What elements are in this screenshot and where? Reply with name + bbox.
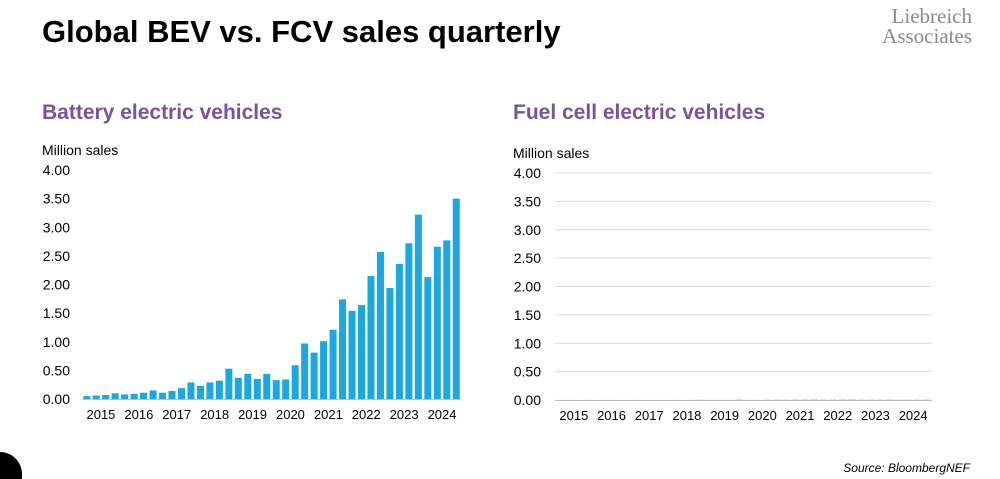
fcv-panel-title: Fuel cell electric vehicles [513, 101, 766, 124]
chart-0-bar-2020-q3 [291, 365, 299, 399]
chart-0-x-tick-label: 2015 [86, 407, 115, 422]
chart-1-x-tick-label: 2022 [823, 408, 852, 423]
chart-0-bar-2021-q2 [320, 341, 328, 399]
chart-1-x-tick-label: 2024 [899, 408, 928, 423]
chart-0-bar-2024-q2 [433, 246, 441, 399]
chart-0-bar-2023-q2 [395, 263, 403, 399]
chart-0-bar-2019-q1 [234, 377, 242, 399]
chart-1-y-tick-label: 0.00 [514, 392, 541, 408]
chart-0-x-tick-label: 2016 [124, 407, 153, 422]
chart-0-y-tick-label: 3.00 [43, 219, 70, 235]
chart-0-bar-2018-q4 [225, 368, 233, 399]
chart-1-y-tick-label: 3.50 [514, 193, 541, 209]
corner-decoration [0, 452, 22, 479]
chart-0-bar-2023-q4 [414, 214, 422, 399]
source-note: Source: BloombergNEF [843, 461, 970, 475]
chart-1-x-tick-label: 2016 [597, 408, 626, 423]
chart-0-bar-2018-q1 [196, 385, 204, 399]
chart-0-bar-2018-q2 [206, 382, 214, 399]
chart-1-y-tick-label: 3.00 [514, 222, 541, 238]
chart-0-bar-2017-q3 [177, 388, 185, 399]
chart-0-x-tick-label: 2023 [390, 407, 419, 422]
chart-1-y-tick-label: 4.00 [514, 165, 541, 181]
chart-0-bar-2020-q4 [301, 343, 309, 399]
chart-0-bar-2020-q1 [272, 380, 280, 399]
chart-0-bar-2016-q3 [140, 392, 148, 399]
chart-0-x-tick-label: 2022 [352, 407, 381, 422]
chart-0-x-tick-label: 2018 [200, 407, 229, 422]
chart-1-y-tick-label: 2.00 [514, 279, 541, 295]
chart-1-x-tick-label: 2017 [635, 408, 664, 423]
chart-0-bar-2017-q2 [168, 390, 176, 399]
fcv-y-unit-label: Million sales [513, 145, 590, 161]
chart-0-x-tick-label: 2024 [428, 407, 457, 422]
chart-0-bar-2021-q1 [310, 352, 318, 399]
chart-1-x-tick-label: 2018 [672, 408, 701, 423]
chart-0-y-tick-label: 1.50 [43, 305, 70, 321]
chart-0-y-tick-label: 0.00 [43, 391, 70, 407]
chart-0-x-tick-label: 2019 [238, 407, 267, 422]
logo-line-2: Associates [882, 24, 972, 48]
chart-0-bar-2019-q4 [263, 373, 271, 399]
chart-0-x-tick-label: 2017 [162, 407, 191, 422]
chart-0-bar-2022-q1 [348, 310, 356, 399]
chart-0-x-tick-label: 2020 [276, 407, 305, 422]
chart-0-y-tick-label: 3.50 [43, 191, 70, 207]
chart-0-bar-2022-q4 [376, 251, 384, 399]
chart-0-bar-2015-q2 [92, 395, 100, 399]
chart-0-x-tick-label: 2021 [314, 407, 343, 422]
bev-panel-title: Battery electric vehicles [42, 101, 283, 124]
chart-0-y-tick-label: 2.50 [43, 248, 70, 264]
chart-0-bar-2017-q1 [159, 392, 167, 399]
chart-0-bar-2016-q1 [121, 394, 129, 399]
chart-1-x-tick-label: 2023 [861, 408, 890, 423]
chart-0-bar-2024-q4 [452, 198, 460, 399]
chart-0-bar-2016-q2 [130, 393, 138, 399]
chart-0-bar-2019-q2 [244, 373, 252, 399]
chart-0-bar-2022-q3 [367, 275, 375, 399]
chart-1-x-tick-label: 2015 [559, 408, 588, 423]
chart-0-bar-2024-q3 [443, 240, 451, 399]
chart-0-bar-2015-q1 [83, 396, 91, 399]
chart-0-bar-2021-q4 [339, 299, 347, 399]
chart-0-y-tick-label: 1.00 [43, 334, 70, 350]
bev-y-unit-label: Million sales [42, 142, 119, 158]
chart-1-y-tick-label: 1.00 [514, 335, 541, 351]
chart-0-bar-2018-q3 [215, 380, 223, 399]
chart-0-bar-2021-q3 [329, 329, 337, 399]
chart-1-y-tick-label: 1.50 [514, 307, 541, 323]
chart-0-bar-2017-q4 [187, 382, 195, 399]
chart-1-x-tick-label: 2019 [710, 408, 739, 423]
chart-0-bar-2016-q4 [149, 390, 157, 399]
chart-0-bar-2020-q2 [282, 379, 290, 399]
chart-1-y-tick-label: 0.50 [514, 364, 541, 380]
logo-line-1: Liebreich [891, 4, 972, 28]
chart-0-y-tick-label: 2.00 [43, 277, 70, 293]
chart-0-y-tick-label: 4.00 [43, 162, 70, 178]
liebreich-associates-logo: Liebreich Associates [840, 6, 972, 56]
page-title: Global BEV vs. FCV sales quarterly [42, 14, 561, 49]
chart-0-bar-2015-q3 [102, 394, 110, 399]
chart-0-y-tick-label: 0.50 [43, 362, 70, 378]
chart-0-bar-2015-q4 [111, 393, 119, 399]
chart-0-bar-2023-q1 [386, 287, 394, 399]
chart-1-y-tick-label: 2.50 [514, 250, 541, 266]
chart-0-bar-2022-q2 [358, 305, 366, 399]
chart-1-x-tick-label: 2020 [748, 408, 777, 423]
chart-0-bar-2024-q1 [424, 277, 432, 399]
chart-0-bar-2019-q3 [253, 378, 261, 399]
chart-1-x-tick-label: 2021 [786, 408, 815, 423]
chart-0-bar-2023-q3 [405, 243, 413, 399]
